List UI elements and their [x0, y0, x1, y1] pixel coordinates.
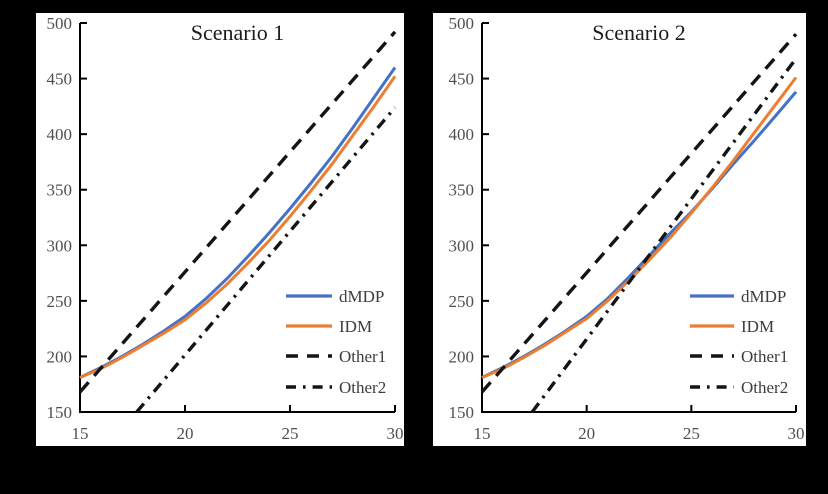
y-tick-label: 400 [47, 125, 73, 144]
series-line-other2 [135, 106, 397, 414]
chart-panel-scenario-1: 150 200 250 300 350 400 450 500 15 20 25 30 Scenario… [36, 13, 404, 446]
legend-label-other1: Other1 [339, 347, 386, 366]
series-line-other2 [530, 57, 798, 414]
x-tick-label: 20 [177, 424, 194, 443]
y-tick-label: 300 [47, 236, 73, 255]
series-line-other1 [78, 30, 397, 394]
x-tick-label: 30 [788, 424, 805, 443]
y-tick-label: 400 [449, 125, 475, 144]
legend-label-dmdp: dMDP [339, 287, 384, 306]
x-tick-label: 20 [578, 424, 595, 443]
x-tick-label: 15 [72, 424, 89, 443]
x-tick-label: 15 [474, 424, 491, 443]
legend-label-idm: IDM [741, 317, 774, 336]
y-tick-label: 200 [449, 347, 475, 366]
y-tick-label: 200 [47, 347, 73, 366]
y-tick-label: 350 [449, 181, 475, 200]
chart-title: Scenario 1 [191, 20, 284, 45]
scenario-1-chart: 150 200 250 300 350 400 450 500 15 20 25 30 Scenario… [47, 14, 404, 443]
y-tick-label: 300 [449, 236, 475, 255]
series-line-other1 [480, 32, 798, 394]
y-tick-label: 500 [47, 14, 73, 33]
legend-label-other1: Other1 [741, 347, 788, 366]
legend-label-dmdp: dMDP [741, 287, 786, 306]
y-tick-label: 350 [47, 181, 73, 200]
y-tick-label: 150 [47, 403, 73, 422]
chart-panel-scenario-2: 150 200 250 300 350 400 450 500 15 20 25 30 Scenario… [433, 13, 806, 446]
y-tick-label: 450 [47, 70, 73, 89]
y-tick-label: 150 [449, 403, 475, 422]
legend-label-idm: IDM [339, 317, 372, 336]
y-tick-label: 250 [47, 292, 73, 311]
y-tick-label: 250 [449, 292, 475, 311]
x-tick-label: 25 [683, 424, 700, 443]
x-tick-label: 25 [282, 424, 299, 443]
legend-label-other2: Other2 [339, 378, 386, 397]
y-tick-label: 450 [449, 70, 475, 89]
chart-title: Scenario 2 [592, 20, 685, 45]
y-tick-label: 500 [449, 14, 475, 33]
x-tick-label: 30 [387, 424, 404, 443]
series-line-idm [79, 75, 397, 379]
legend-label-other2: Other2 [741, 378, 788, 397]
scenario-2-chart: 150 200 250 300 350 400 450 500 15 20 25 30 Scenario… [449, 14, 805, 443]
